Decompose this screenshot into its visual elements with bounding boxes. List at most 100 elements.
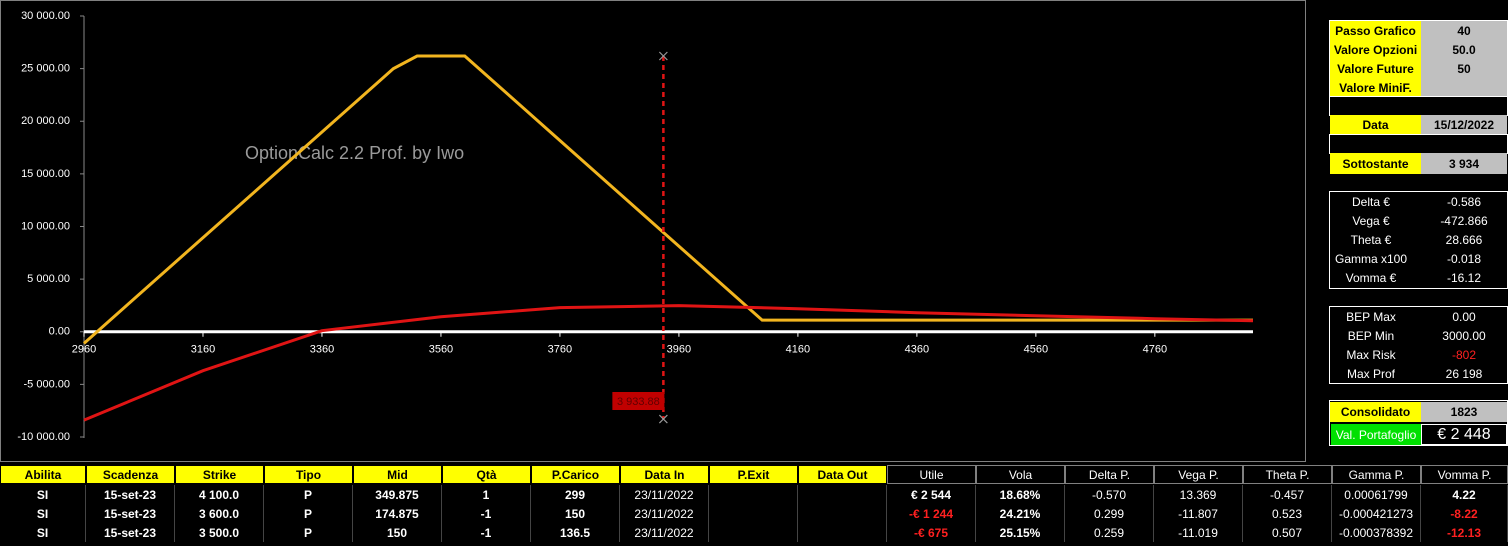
x-tick-label: 4160	[786, 344, 810, 356]
bep-value: 26 198	[1445, 366, 1483, 381]
panel-value: € 2 448	[1421, 424, 1507, 445]
panel-box	[1329, 96, 1508, 116]
table-cell: -11.019	[1154, 523, 1243, 542]
table-cell: 0.259	[1065, 523, 1154, 542]
table-cell: 1	[442, 485, 531, 504]
greek-value: -0.586	[1446, 194, 1482, 209]
y-tick-label: 0.00	[49, 326, 70, 338]
x-tick-label: 3160	[191, 344, 215, 356]
x-tick-label: 3560	[429, 344, 453, 356]
table-cell	[798, 504, 887, 523]
y-tick-label: 10 000.00	[21, 220, 70, 232]
column-header: Tipo	[264, 465, 353, 484]
panel-value	[1421, 78, 1507, 97]
column-header: Qtà	[442, 465, 531, 484]
greek-label: Gamma x100	[1334, 251, 1408, 266]
panel-label: Passo Grafico	[1330, 21, 1421, 40]
greek-label: Vomma €	[1345, 270, 1397, 285]
y-tick-label: -5 000.00	[24, 378, 70, 390]
panel-value: 50.0	[1421, 40, 1507, 59]
column-header: Utile	[887, 465, 976, 484]
x-tick-label: 3960	[667, 344, 691, 356]
table-cell: -€ 675	[887, 523, 976, 542]
table-cell: -1	[442, 504, 531, 523]
table-cell: 349.875	[353, 485, 442, 504]
table-cell: 0.507	[1243, 523, 1332, 542]
table-cell: -€ 1 244	[887, 504, 976, 523]
x-tick-label: 4360	[905, 344, 929, 356]
table-cell: -0.457	[1243, 485, 1332, 504]
panel-label: Valore MiniF.	[1330, 78, 1421, 97]
greek-value: -16.12	[1446, 270, 1482, 285]
table-cell	[709, 523, 798, 542]
table-cell	[709, 485, 798, 504]
range-end	[658, 51, 668, 61]
table-cell: SI	[0, 504, 86, 523]
bep-value: 3000.00	[1442, 328, 1486, 343]
table-cell: 24.21%	[976, 504, 1065, 523]
table-cell: 150	[353, 523, 442, 542]
column-header: Vola	[976, 465, 1065, 484]
column-header: Theta P.	[1243, 465, 1332, 484]
y-tick-label: -10 000.00	[17, 431, 70, 443]
payoff-line	[83, 304, 1254, 422]
table-cell: 3 600.0	[175, 504, 264, 523]
table-cell	[798, 485, 887, 504]
y-tick-label: 15 000.00	[21, 168, 70, 180]
table-cell: -0.000378392	[1332, 523, 1421, 542]
table-cell: 150	[531, 504, 620, 523]
table-cell: -11.807	[1154, 504, 1243, 523]
table-cell: -0.570	[1065, 485, 1154, 504]
x-tick-label: 3360	[310, 344, 334, 356]
table-cell: 15-set-23	[86, 485, 175, 504]
bep-label: BEP Min	[1347, 328, 1395, 343]
bep-value: 0.00	[1452, 309, 1476, 324]
table-cell: -8.22	[1421, 504, 1508, 523]
table-cell: 13.369	[1154, 485, 1243, 504]
table-cell: P	[264, 504, 353, 523]
greek-value: -472.866	[1440, 213, 1488, 228]
bep-label: Max Prof	[1346, 366, 1395, 381]
x-tick-label: 4560	[1024, 344, 1048, 356]
table-cell: P	[264, 523, 353, 542]
greek-label: Theta €	[1350, 232, 1392, 247]
greek-value: -0.018	[1446, 251, 1482, 266]
table-cell: 0.523	[1243, 504, 1332, 523]
y-tick-label: 25 000.00	[21, 63, 70, 75]
payoff-line	[83, 54, 1253, 345]
greek-value: 28.666	[1445, 232, 1483, 247]
column-header: P.Exit	[709, 465, 798, 484]
x-tick-label: 2960	[72, 344, 96, 356]
column-header: P.Carico	[531, 465, 620, 484]
panel-box	[1329, 134, 1508, 154]
column-header: Gamma P.	[1332, 465, 1421, 484]
panel-value: 1823	[1421, 402, 1507, 422]
column-header: Abilita	[0, 465, 86, 484]
column-header: Vomma P.	[1421, 465, 1508, 484]
table-cell: 0.00061799	[1332, 485, 1421, 504]
table-cell: SI	[0, 485, 86, 504]
x-tick-label: 3760	[548, 344, 572, 356]
bep-label: BEP Max	[1346, 309, 1396, 324]
table-cell: 15-set-23	[86, 504, 175, 523]
table-cell: 23/11/2022	[620, 523, 709, 542]
table-cell: -12.13	[1421, 523, 1508, 542]
table-cell: 23/11/2022	[620, 504, 709, 523]
greek-label: Delta €	[1351, 194, 1391, 209]
y-tick-label: 30 000.00	[21, 10, 70, 22]
table-cell: -0.000421273	[1332, 504, 1421, 523]
y-tick-label: 20 000.00	[21, 115, 70, 127]
table-cell	[709, 504, 798, 523]
column-header: Scadenza	[86, 465, 175, 484]
table-cell: € 2 544	[887, 485, 976, 504]
table-cell: 4.22	[1421, 485, 1508, 504]
panel-label: Sottostante	[1330, 153, 1421, 174]
panel-label: Val. Portafoglio	[1331, 424, 1421, 445]
table-cell: 174.875	[353, 504, 442, 523]
panel-label: Valore Future	[1330, 59, 1421, 78]
chart-frame	[0, 0, 1306, 462]
panel-value: 50	[1421, 59, 1507, 78]
spot-label-box	[612, 392, 665, 410]
panel-value: 3 934	[1421, 153, 1507, 174]
